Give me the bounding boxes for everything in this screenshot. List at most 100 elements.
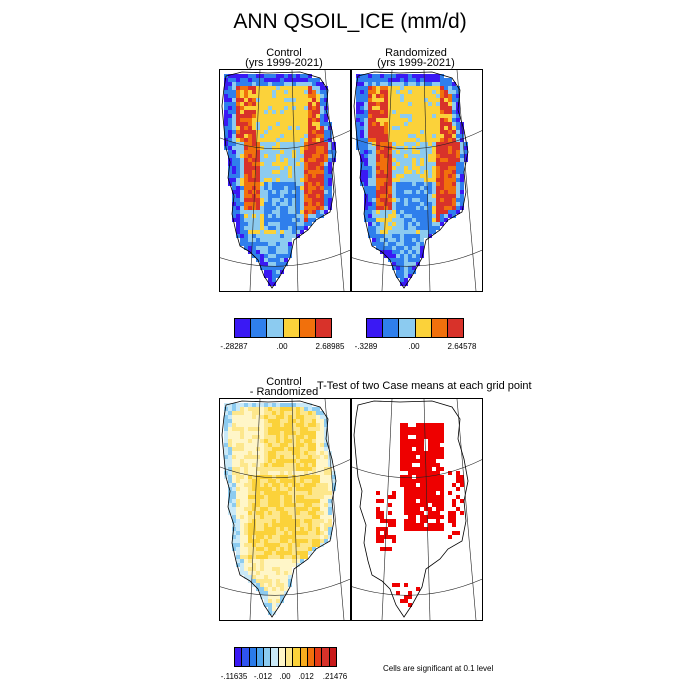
grid-cell — [256, 579, 260, 583]
grid-cell — [304, 138, 308, 142]
grid-cell — [452, 86, 456, 90]
grid-cell — [232, 178, 236, 182]
grid-cell — [404, 475, 408, 479]
grid-cell — [276, 471, 280, 475]
grid-cell — [412, 238, 416, 242]
grid-cell — [296, 519, 300, 523]
grid-cell — [324, 202, 328, 206]
grid-cell — [236, 527, 240, 531]
grid-cell — [372, 230, 376, 234]
grid-cell — [232, 126, 236, 130]
grid-cell — [248, 555, 252, 559]
grid-cell — [300, 178, 304, 182]
grid-cell — [444, 126, 448, 130]
grid-cell — [308, 106, 312, 110]
grid-cell — [272, 575, 276, 579]
grid-cell — [260, 547, 264, 551]
grid-cell — [320, 523, 324, 527]
grid-cell — [296, 134, 300, 138]
grid-cell — [320, 419, 324, 423]
grid-cell — [400, 435, 404, 439]
grid-cell — [432, 170, 436, 174]
grid-cell — [260, 254, 264, 258]
grid-cell — [268, 82, 272, 86]
grid-cell — [372, 146, 376, 150]
grid-cell — [320, 150, 324, 154]
grid-cell — [392, 178, 396, 182]
grid-cell — [452, 110, 456, 114]
map-difference — [220, 399, 350, 620]
grid-cell — [412, 166, 416, 170]
grid-cell — [376, 82, 380, 86]
grid-cell — [380, 527, 384, 531]
grid-cell — [360, 74, 364, 78]
grid-cell — [404, 198, 408, 202]
grid-cell — [284, 463, 288, 467]
grid-cell — [324, 114, 328, 118]
grid-cell — [308, 415, 312, 419]
grid-cell — [264, 186, 268, 190]
colorbar-swatch — [251, 319, 268, 337]
grid-cell — [420, 106, 424, 110]
grid-cell — [376, 166, 380, 170]
grid-cell — [312, 479, 316, 483]
grid-cell — [248, 234, 252, 238]
grid-cell — [396, 162, 400, 166]
grid-cell — [264, 202, 268, 206]
grid-cell — [276, 559, 280, 563]
grid-cell — [404, 595, 408, 599]
grid-cell — [456, 186, 460, 190]
grid-cell — [280, 266, 284, 270]
graticule-line — [352, 578, 482, 596]
grid-cell — [280, 427, 284, 431]
colorbar-difference-label-min: -.11635 — [220, 672, 248, 681]
grid-cell — [256, 198, 260, 202]
grid-cell — [332, 142, 336, 146]
grid-cell — [376, 186, 380, 190]
grid-cell — [448, 182, 452, 186]
grid-cell — [328, 178, 332, 182]
grid-cell — [304, 423, 308, 427]
grid-cell — [300, 98, 304, 102]
grid-cell — [228, 150, 232, 154]
grid-cell — [428, 194, 432, 198]
grid-cell — [252, 178, 256, 182]
grid-cell — [456, 118, 460, 122]
grid-cell — [248, 551, 252, 555]
grid-cell — [384, 218, 388, 222]
grid-cell — [308, 186, 312, 190]
grid-cell — [300, 134, 304, 138]
grid-cell — [272, 210, 276, 214]
grid-cell — [272, 142, 276, 146]
grid-cell — [260, 190, 264, 194]
grid-cell — [244, 150, 248, 154]
grid-cell — [448, 511, 452, 515]
grid-cell — [448, 190, 452, 194]
grid-cell — [372, 186, 376, 190]
grid-cell — [300, 226, 304, 230]
grid-cell — [228, 451, 232, 455]
grid-cell — [460, 142, 464, 146]
grid-cell — [412, 110, 416, 114]
grid-cell — [368, 202, 372, 206]
grid-cell — [412, 222, 416, 226]
grid-cell — [264, 519, 268, 523]
graticule-line — [423, 399, 431, 620]
grid-cell — [292, 435, 296, 439]
grid-cell — [284, 230, 288, 234]
grid-cell — [248, 507, 252, 511]
grid-cell — [244, 487, 248, 491]
grid-cell — [312, 423, 316, 427]
grid-cell — [232, 82, 236, 86]
grid-cell — [368, 162, 372, 166]
grid-cell — [424, 118, 428, 122]
grid-cell — [236, 202, 240, 206]
grid-cell — [276, 435, 280, 439]
grid-cell — [304, 403, 308, 407]
grid-cell — [244, 427, 248, 431]
grid-cell — [272, 479, 276, 483]
grid-cell — [256, 78, 260, 82]
grid-cell — [440, 423, 444, 427]
grid-cell — [296, 166, 300, 170]
grid-cell — [236, 439, 240, 443]
